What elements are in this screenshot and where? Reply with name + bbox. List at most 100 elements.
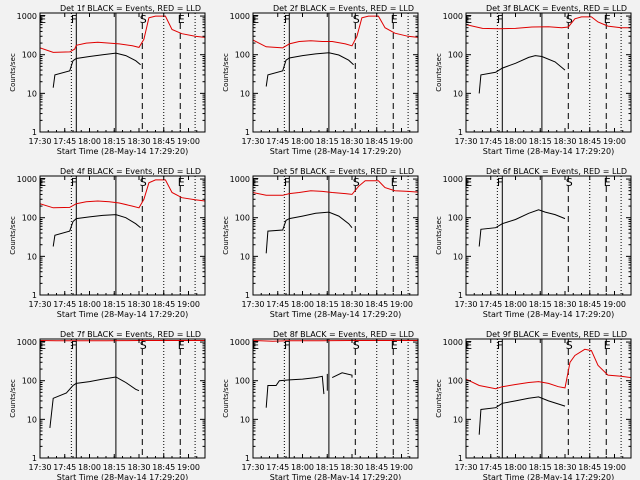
region-marker-label: E: [391, 13, 398, 26]
panel-title: Det 4f BLACK = Events, RED = LLD: [60, 167, 201, 176]
x-axis-label: Start Time (28-May-14 17:29:20): [483, 310, 614, 319]
x-tick-label: 18:00: [78, 300, 101, 309]
series-events-line: [478, 209, 566, 247]
x-tick-label: 18:00: [78, 463, 101, 472]
series-events-line: [265, 375, 325, 408]
x-tick-label: 18:45: [152, 300, 175, 309]
region-marker-label: F: [497, 176, 503, 189]
series-group: [466, 348, 631, 435]
y-tick-label: 1: [245, 454, 250, 463]
series-group: [40, 15, 205, 88]
series-group: [40, 179, 205, 247]
x-tick-label: 17:30: [454, 300, 477, 309]
x-tick-label: 18:00: [291, 463, 314, 472]
region-marker-label: E: [604, 13, 611, 26]
x-tick-label: 18:30: [127, 463, 150, 472]
y-tick-label: 100: [235, 214, 250, 223]
x-axis-label: Start Time (28-May-14 17:29:20): [483, 473, 614, 480]
region-marker-label: F: [71, 339, 77, 352]
x-tick-label: 18:00: [78, 137, 101, 146]
y-tick-label: 10: [453, 89, 463, 98]
region-marker-label: E: [252, 339, 259, 352]
y-tick-label: 10: [240, 252, 250, 261]
region-marker-label: F: [497, 13, 503, 26]
x-tick-label: 18:00: [504, 300, 527, 309]
y-tick-label: 1000: [230, 175, 250, 184]
y-axis-label: Counts/sec: [435, 379, 443, 418]
x-tick-label: 18:00: [291, 300, 314, 309]
region-marker-label: F: [497, 339, 503, 352]
region-marker-label: S: [566, 176, 573, 189]
x-tick-label: 17:45: [266, 300, 289, 309]
panel-title: Det 9f BLACK = Events, RED = LLD: [486, 330, 627, 339]
x-tick-label: 19:00: [603, 137, 626, 146]
region-marker-label: E: [39, 13, 46, 26]
y-tick-label: 1000: [443, 12, 463, 21]
y-tick-label: 10: [27, 415, 37, 424]
y-tick-label: 1000: [17, 338, 37, 347]
panel-title: Det 1f BLACK = Events, RED = LLD: [60, 4, 201, 13]
y-tick-label: 100: [448, 377, 463, 386]
panel-title: Det 3f BLACK = Events, RED = LLD: [486, 4, 627, 13]
region-marker-label: F: [71, 13, 77, 26]
region-marker-label: S: [140, 339, 147, 352]
x-tick-label: 17:30: [28, 137, 51, 146]
x-tick-label: 18:30: [553, 463, 576, 472]
region-marker-label: E: [178, 339, 185, 352]
region-marker-label: F: [284, 339, 290, 352]
x-tick-label: 18:30: [553, 300, 576, 309]
y-tick-label: 100: [235, 377, 250, 386]
y-axis-label: Counts/sec: [222, 379, 230, 418]
x-tick-label: 18:15: [529, 463, 552, 472]
x-axis-label: Start Time (28-May-14 17:29:20): [57, 310, 188, 319]
x-tick-label: 19:00: [390, 137, 413, 146]
x-axis-label: Start Time (28-May-14 17:29:20): [57, 147, 188, 156]
region-marker-label: S: [566, 339, 573, 352]
region-marker-label: E: [465, 176, 472, 189]
y-tick-label: 1000: [17, 12, 37, 21]
y-tick-label: 100: [448, 214, 463, 223]
region-marker-label: E: [604, 176, 611, 189]
series-lld-line: [466, 348, 631, 390]
region-marker-label: E: [178, 13, 185, 26]
panel-title: Det 5f BLACK = Events, RED = LLD: [273, 167, 414, 176]
series-lld-line: [40, 179, 205, 209]
x-tick-label: 18:45: [365, 300, 388, 309]
y-tick-label: 1000: [230, 12, 250, 21]
panel-title: Det 8f BLACK = Events, RED = LLD: [273, 330, 414, 339]
region-marker-label: S: [566, 13, 573, 26]
x-tick-label: 18:15: [529, 300, 552, 309]
x-axis-label: Start Time (28-May-14 17:29:20): [483, 147, 614, 156]
x-tick-label: 17:45: [479, 137, 502, 146]
x-tick-label: 17:45: [479, 300, 502, 309]
x-tick-label: 17:30: [454, 463, 477, 472]
x-tick-label: 17:45: [266, 137, 289, 146]
x-tick-label: 18:30: [127, 137, 150, 146]
region-marker-label: E: [252, 176, 259, 189]
region-marker-label: S: [140, 13, 147, 26]
y-tick-label: 10: [27, 252, 37, 261]
x-tick-label: 19:00: [177, 463, 200, 472]
x-axis-label: Start Time (28-May-14 17:29:20): [270, 473, 401, 480]
y-tick-label: 100: [22, 214, 37, 223]
x-tick-label: 18:30: [553, 137, 576, 146]
series-group: [478, 209, 566, 247]
series-lld-line: [40, 15, 205, 53]
x-tick-label: 17:45: [53, 463, 76, 472]
region-marker-label: E: [465, 13, 472, 26]
series-lld-line: [466, 16, 631, 30]
region-marker-label: S: [140, 176, 147, 189]
region-marker-label: E: [391, 176, 398, 189]
y-axis-label: Counts/sec: [222, 216, 230, 255]
region-marker-label: F: [71, 176, 77, 189]
y-axis-label: Counts/sec: [222, 53, 230, 92]
x-tick-label: 18:15: [316, 463, 339, 472]
series-group: [253, 180, 418, 254]
series-group: [253, 340, 418, 408]
y-tick-label: 1000: [230, 338, 250, 347]
panel-title: Det 6f BLACK = Events, RED = LLD: [486, 167, 627, 176]
